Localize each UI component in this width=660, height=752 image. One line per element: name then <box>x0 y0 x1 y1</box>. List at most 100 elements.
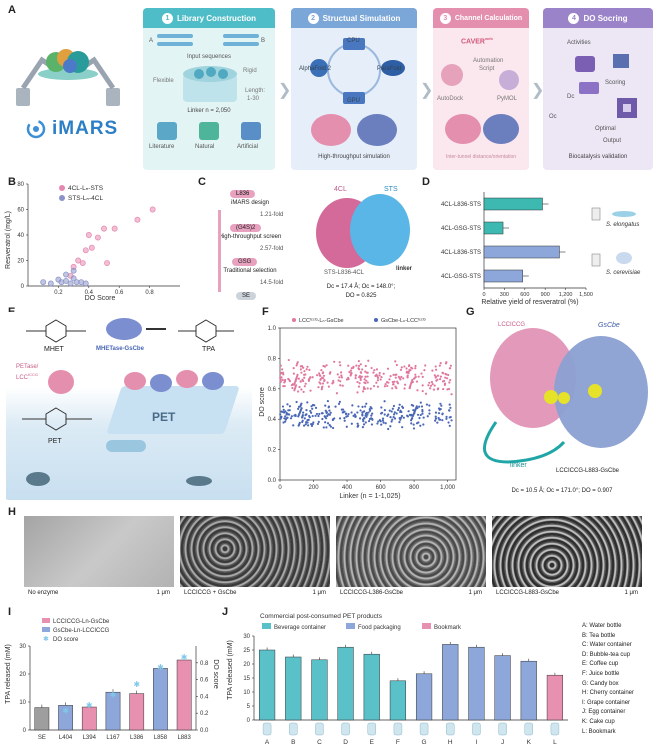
data-point <box>438 364 441 367</box>
data-point <box>305 421 308 424</box>
data-point <box>391 380 394 384</box>
sem-scalebar: 1 μm <box>468 590 482 596</box>
data-point <box>414 367 417 370</box>
category-label: L858 <box>154 735 168 741</box>
data-point <box>321 371 325 374</box>
legend-swatch <box>422 623 431 629</box>
data-point <box>399 410 402 414</box>
data-point <box>294 379 297 383</box>
protein-sts-surface <box>350 194 410 266</box>
data-point <box>403 387 406 390</box>
data-point <box>325 364 328 367</box>
data-point <box>375 381 378 384</box>
data-point <box>420 405 424 408</box>
data-point <box>448 381 451 384</box>
x-tick-label: 800 <box>409 485 420 491</box>
category-label: 4CL-L836-STS <box>441 250 481 256</box>
plot-frame <box>279 327 457 481</box>
data-point <box>281 405 285 408</box>
data-point <box>392 415 395 419</box>
data-point <box>301 416 304 419</box>
data-point <box>361 426 365 429</box>
product-key: A: Water bottle B: Tea bottle C: Water c… <box>582 622 658 737</box>
data-point <box>414 373 417 376</box>
data-point <box>448 416 451 419</box>
data-point <box>302 411 305 414</box>
y-tick-label: 10 <box>19 700 26 706</box>
natural-icon <box>199 122 219 140</box>
y-tick-label: 15 <box>243 676 250 682</box>
rigid-label: Rigid <box>243 68 257 74</box>
data-point <box>279 380 282 383</box>
dc-label: Dc <box>567 94 575 100</box>
data-point <box>311 407 314 410</box>
data-point <box>334 405 337 408</box>
bar <box>129 693 145 731</box>
data-point <box>395 373 398 376</box>
enzyme-on-film-icon <box>124 372 146 390</box>
data-point <box>358 368 361 371</box>
data-point <box>434 417 438 420</box>
key-item: E: Coffee cup <box>582 661 619 668</box>
optimal-label: Optimal <box>595 126 616 132</box>
data-point <box>302 424 306 427</box>
label-g-linker: linker <box>510 462 527 469</box>
y-tick-label: 0.0 <box>268 478 277 484</box>
data-point <box>111 225 118 232</box>
data-point <box>437 412 441 415</box>
chart-b-legend: 4CL-Lₙ-STS STS-Lₙ-4CL <box>59 185 104 202</box>
enzyme-on-film-icon <box>202 372 224 390</box>
bar <box>468 646 485 721</box>
chart-j-ylabel: TPA released (mM) <box>227 640 234 700</box>
data-point <box>361 405 364 408</box>
category-label: L883 <box>177 735 191 741</box>
literature-icon <box>157 122 177 140</box>
panel-a-label: A <box>8 4 16 16</box>
x-tick-label: 0.2 <box>54 290 63 296</box>
data-point <box>280 410 283 413</box>
data-point <box>317 420 320 423</box>
data-point <box>384 422 387 425</box>
y2-tick-label: 0.8 <box>200 661 209 667</box>
data-point <box>75 257 82 264</box>
chart-j-title: Commercial post-consumed PET products <box>260 613 383 620</box>
pymol-icon <box>499 70 519 90</box>
data-point <box>367 411 370 414</box>
bar <box>153 668 168 731</box>
data-point <box>434 415 437 418</box>
data-point <box>424 364 427 367</box>
data-point <box>366 387 369 390</box>
imars-logo: iMARS <box>26 118 118 140</box>
data-point <box>409 369 412 372</box>
y2-tick-label: 0.6 <box>200 678 209 684</box>
data-point <box>447 373 450 377</box>
y2-tick-label: 0.4 <box>200 694 209 700</box>
data-point <box>296 361 299 364</box>
data-point <box>399 368 403 371</box>
data-point <box>415 422 419 425</box>
do-score-marker: ✱ <box>62 707 69 716</box>
data-point <box>317 386 320 389</box>
data-point <box>448 409 451 412</box>
y-tick-label: 30 <box>19 644 26 650</box>
data-point <box>434 411 438 414</box>
sem-image-mix: LCCICCG + GsCbe 1 μm <box>180 516 330 598</box>
key-item: A: Water bottle <box>582 623 622 629</box>
data-point <box>448 367 451 370</box>
turtle-icon <box>26 472 50 486</box>
data-point <box>288 405 292 408</box>
data-point <box>364 405 367 408</box>
panel-j-label: J <box>222 606 229 618</box>
data-point <box>328 372 332 375</box>
data-point <box>350 422 353 425</box>
data-point <box>329 425 332 428</box>
source-literature: Literature <box>149 144 175 150</box>
data-point <box>63 271 69 278</box>
enzyme-on-film-icon <box>176 370 198 388</box>
data-point <box>436 374 440 377</box>
data-point <box>365 371 368 374</box>
data-point <box>304 423 307 426</box>
data-point <box>393 411 396 414</box>
data-point <box>327 385 330 388</box>
data-point <box>339 380 342 383</box>
